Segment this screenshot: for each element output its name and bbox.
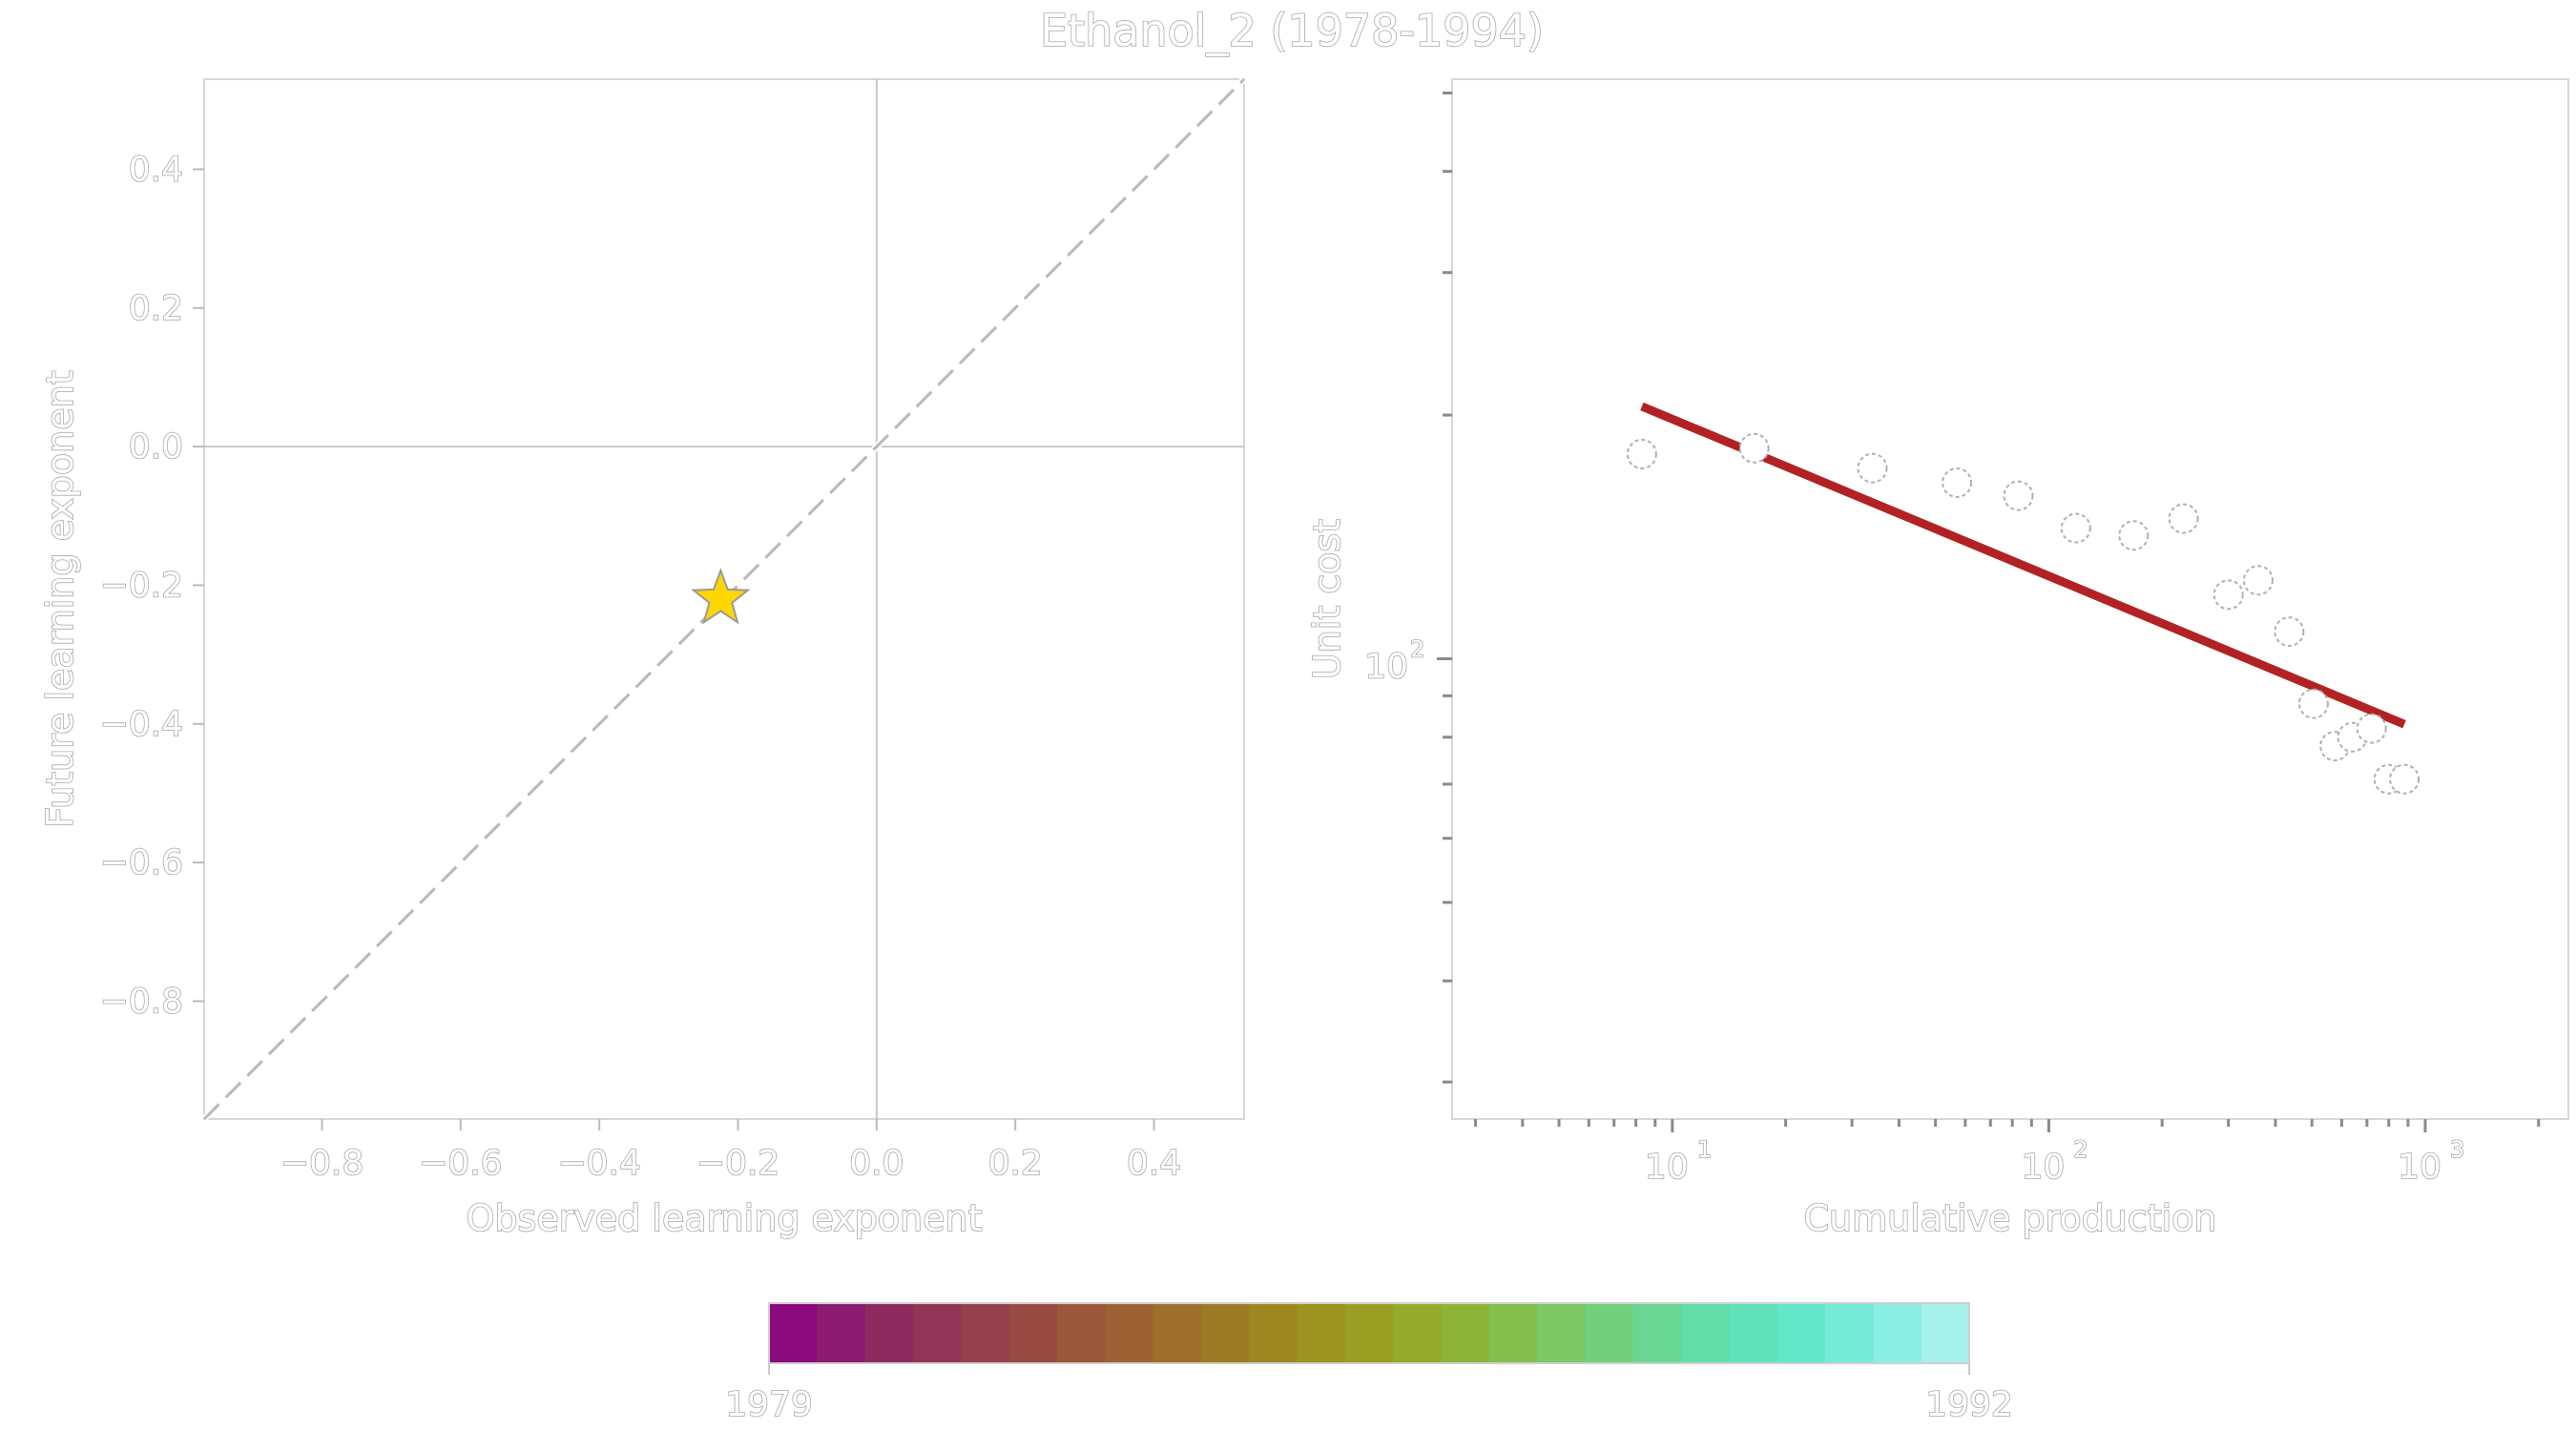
data-point	[2356, 713, 2387, 744]
colorbar-cell	[1344, 1303, 1394, 1363]
colorbar-cell	[961, 1303, 1010, 1363]
colorbar-cell	[1200, 1303, 1250, 1363]
left-x-axis-label: Observed learning exponent	[466, 1197, 982, 1239]
colorbar-cell	[1441, 1303, 1490, 1363]
data-point	[2242, 565, 2274, 596]
colorbar-cell	[817, 1303, 866, 1363]
left-y-tick-label: 0.0	[129, 427, 183, 467]
right-x-tick-exponent: 1	[1697, 1136, 1712, 1163]
left-y-ticks: −0.8 −0.6 −0.4 −0.2 0.0 0.2 0.4	[99, 150, 204, 1022]
colorbar-cell	[1681, 1303, 1731, 1363]
left-y-tick-label: −0.6	[100, 843, 183, 882]
right-y-axis-label: Unit cost	[1306, 519, 1348, 679]
right-y-tick-label: 10	[1364, 648, 1408, 687]
chart-title: Ethanol_2 (1978-1994)	[1040, 5, 1544, 56]
left-x-tick-label: −0.8	[280, 1144, 364, 1183]
colorbar-cell	[1585, 1303, 1634, 1363]
colorbar-gradient	[769, 1303, 1970, 1363]
data-point	[2060, 512, 2091, 544]
data-point	[1626, 438, 1657, 469]
data-point	[2003, 480, 2034, 511]
right-y-tick-exponent: 2	[1410, 636, 1424, 663]
colorbar-cell	[864, 1303, 914, 1363]
right-plot-frame	[1451, 78, 2569, 1120]
left-x-tick-label: −0.2	[696, 1144, 779, 1183]
colorbar-cell	[1729, 1303, 1778, 1363]
data-point	[1857, 452, 1888, 484]
left-x-tick-label: −0.6	[419, 1144, 502, 1183]
colorbar-cell	[912, 1303, 963, 1363]
data-point	[1942, 467, 1973, 498]
left-y-tick-label: −0.8	[100, 982, 183, 1021]
left-x-tick-label: 0.0	[849, 1144, 904, 1183]
colorbar-cell	[1393, 1303, 1443, 1363]
star-marker	[691, 568, 751, 625]
colorbar-cell	[1776, 1303, 1826, 1363]
right-points	[1626, 432, 2420, 795]
colorbar-cell	[1105, 1303, 1154, 1363]
colorbar-min-label: 1979	[725, 1385, 813, 1424]
left-y-tick-label: 0.4	[129, 150, 183, 189]
data-point	[2118, 520, 2150, 551]
colorbar-cell	[1921, 1303, 1970, 1363]
colorbar-cell	[769, 1303, 819, 1363]
data-point	[1738, 432, 1770, 464]
colorbar-cell	[1632, 1303, 1682, 1363]
right-x-ticks: 10 1 10 2 10 3	[1474, 1119, 2541, 1188]
data-point	[2297, 688, 2329, 719]
right-x-tick-label: 10	[2398, 1148, 2441, 1187]
left-x-tick-label: 0.4	[1127, 1144, 1181, 1183]
left-y-tick-label: −0.4	[100, 705, 183, 744]
data-point	[2168, 503, 2199, 534]
regression-line	[1640, 402, 2406, 729]
colorbar-cell	[1825, 1303, 1875, 1363]
colorbar-frame	[768, 1302, 1970, 1364]
left-x-ticks: −0.8 −0.6 −0.4 −0.2 0.0 0.2 0.4	[280, 1119, 1182, 1184]
right-x-tick-exponent: 2	[2073, 1136, 2088, 1163]
colorbar-cell	[1537, 1303, 1587, 1363]
data-point	[2274, 616, 2305, 648]
colorbar-cell	[1008, 1303, 1058, 1363]
left-panel: −0.8 −0.6 −0.4 −0.2 0.0 0.2 0.4 −0.8−0.6−0.4−0…	[38, 76, 1247, 1240]
right-x-tick-label: 10	[1645, 1148, 1689, 1187]
right-y-ticks: 10 2	[1363, 91, 1452, 1084]
right-fit-line	[1640, 402, 2406, 729]
colorbar-cell	[1873, 1303, 1922, 1363]
data-point	[2389, 763, 2420, 795]
left-y-tick-label: 0.2	[129, 289, 183, 328]
colorbar-cell	[1488, 1303, 1538, 1363]
colorbar-max-label: 1992	[1925, 1385, 2013, 1424]
left-y-tick-label: −0.2	[100, 566, 183, 605]
left-x-tick-label: 0.2	[988, 1144, 1043, 1183]
right-panel: 10 1 10 2 10 3 10 2 Cumulative production Unit…	[1305, 78, 2569, 1240]
colorbar-cell	[1249, 1303, 1298, 1363]
colorbar-cell	[1297, 1303, 1346, 1363]
left-x-tick-label: −0.4	[557, 1144, 640, 1183]
data-point	[2212, 579, 2244, 611]
left-points	[691, 568, 751, 625]
left-y-axis-label: Future learning exponent	[39, 370, 81, 827]
right-x-axis-label: Cumulative production	[1803, 1197, 2216, 1239]
left-plot-frame	[203, 78, 1245, 1120]
colorbar: 1979 1992	[724, 1302, 2014, 1425]
right-x-tick-exponent: 3	[2450, 1136, 2464, 1163]
colorbar-cell	[1056, 1303, 1107, 1363]
colorbar-cell	[1153, 1303, 1202, 1363]
right-x-tick-label: 10	[2022, 1148, 2066, 1187]
